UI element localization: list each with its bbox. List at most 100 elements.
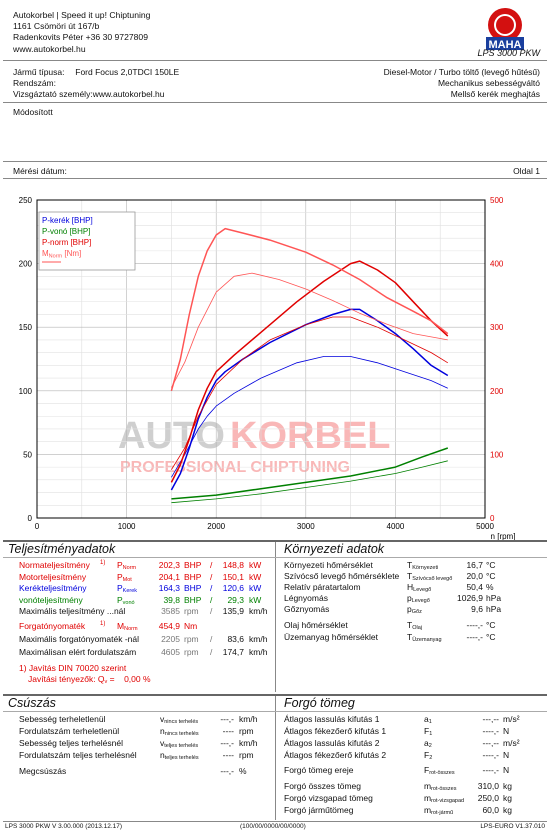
symbol-sub: 2 <box>428 743 432 749</box>
symbol-main: p <box>407 593 412 603</box>
footer-center: (100/00/0000/00/0000) <box>240 823 306 830</box>
symbol-sub: Gőz <box>411 609 422 615</box>
address-line: 1161 Csömöri út 167/b <box>13 21 100 32</box>
env-row-symbol: pLevegő <box>407 593 430 607</box>
results-divider <box>3 540 547 542</box>
legend-entry: P-vonó [BHP] <box>42 227 90 236</box>
y-left-tick-label: 50 <box>23 450 32 459</box>
din-note: 1) Javítás DIN 70020 szerint <box>19 663 127 673</box>
symbol-main: F <box>424 765 430 775</box>
correction-note-text: Javítási tényezők: Q <box>28 674 105 684</box>
correction-note-sub: v <box>104 679 108 685</box>
perf-row-label: Maximális teljesítmény ...nál <box>19 606 126 616</box>
footer-divider <box>3 821 547 822</box>
perf-row-unit2: km/h <box>249 634 268 644</box>
mass-row-value: ---,-- <box>482 738 499 748</box>
inspector: Vizsgáztató személy:www.autokorbel.hu <box>13 89 165 99</box>
symbol-main: m <box>424 793 432 803</box>
slip-title: Csúszás <box>8 696 56 710</box>
slip-row-unit: rpm <box>239 726 254 736</box>
slip-row-symbol: nnincs terhelés <box>160 726 199 740</box>
series-line <box>171 316 449 470</box>
symbol-main: T <box>407 632 413 642</box>
slip-row-symbol: vnincs terhelés <box>160 714 198 728</box>
series-line <box>170 227 449 392</box>
series-line <box>171 460 448 504</box>
drive-type: Mellső kerék meghajtás <box>450 89 540 99</box>
mass-row-unit: N <box>503 750 510 760</box>
env-row-unit: hPa <box>486 604 502 614</box>
symbol-sub: Levegő <box>411 598 430 604</box>
symbol-main: T <box>407 620 413 630</box>
series-line <box>171 272 448 388</box>
perf-row-value1: 2205 <box>161 634 180 644</box>
perf-row-value2: 150,1 <box>222 571 244 582</box>
perf-row-value1: 4605 <box>161 647 180 657</box>
env-row-unit: hPa <box>486 593 502 603</box>
slip-row-value: ---,- <box>220 738 234 748</box>
slip-title-rule <box>3 711 547 712</box>
perf-row-value2: 29,3 <box>227 594 244 605</box>
perf-row-unit2: kW <box>249 594 262 605</box>
symbol-main: m <box>424 781 432 791</box>
slip-row-value: ---- <box>222 750 234 760</box>
series-line <box>170 308 449 491</box>
mass-row-label: Átlagos lassulás kifutás 1 <box>284 714 380 724</box>
x-tick-label: 5000 <box>476 522 494 531</box>
perf-row-unit2: kW <box>249 583 262 593</box>
env-row-value: 20,0 <box>466 571 483 581</box>
perf-row-unit2: km/h <box>249 606 268 616</box>
mass-row-value: 60,0 <box>482 805 499 815</box>
symbol-sub: teljes terhelés <box>164 755 199 761</box>
symbol-main: a <box>424 714 429 724</box>
y-right-tick-label: 500 <box>490 196 504 205</box>
symbol-sub: 2 <box>429 755 433 761</box>
symbol-sub: nincs terhelés <box>164 731 199 737</box>
legend-entry: P-norm [BHP] <box>42 238 91 247</box>
symbol-main: p <box>407 604 412 614</box>
perf-row-symbol: PMot <box>117 572 132 586</box>
legend-entry-sub: Norm <box>49 254 63 260</box>
symbol-sub: rot-összes <box>431 786 457 792</box>
y-right-tick-label: 200 <box>490 387 504 396</box>
mass-row-symbol: a2 <box>424 738 432 752</box>
perf-row-value2: 120,6 <box>222 583 244 593</box>
env-row-unit: °C <box>486 560 496 570</box>
y-right-tick-label: 100 <box>490 450 504 459</box>
perf-row-value2: 135,9 <box>222 606 244 616</box>
series-line <box>171 356 448 478</box>
perf-row-value2: 83,6 <box>227 634 244 644</box>
perf-row-unit2: kW <box>249 560 262 570</box>
env-row-unit: °C <box>486 620 496 630</box>
perf-row-label: Motorteljesítmény <box>19 571 87 582</box>
symbol-main: H <box>407 582 414 592</box>
env-row-symbol: TKörnyezeti <box>407 560 438 574</box>
perf-row-unit2: kW <box>249 571 262 582</box>
mass-row-label: Átlagos lassulás kifutás 2 <box>284 738 380 748</box>
symbol-sub: vonó <box>122 599 135 606</box>
symbol-sub: Levegő <box>413 587 432 593</box>
mass-row-unit: N <box>503 765 510 775</box>
env-row-value: 1026,9 <box>457 593 483 603</box>
mass-row-symbol: a1 <box>424 714 432 728</box>
note-divider <box>3 161 547 162</box>
mass-row-label: Forgó vizsgapad tömeg <box>284 793 373 803</box>
perf-row-label: vonóteljesítmény <box>19 594 83 605</box>
perf-row-unit1: BHP <box>184 560 202 570</box>
perf-row-unit1: rpm <box>184 634 199 644</box>
mass-row-unit: N <box>503 726 510 736</box>
slip-row-symbol: nteljes terhelés <box>160 750 199 764</box>
date-divider <box>3 178 547 179</box>
env-row-label: Olaj hőmérséklet <box>284 620 348 630</box>
chart-legend: P-kerék [BHP] P-vonó [BHP] P-norm [BHP] MNo… <box>38 211 136 271</box>
env-row-value: 16,7 <box>466 560 483 570</box>
address-line: www.autokorbel.hu <box>13 43 86 54</box>
symbol-main: F <box>424 750 430 760</box>
measurement-date: Mérési dátum: <box>13 166 67 176</box>
mass-row-symbol: mrot-jármű <box>424 805 453 819</box>
perf-title-rule <box>3 557 547 558</box>
perf-row-unit1: BHP <box>184 571 202 582</box>
env-row-label: Gőznyomás <box>284 604 330 614</box>
perf-row-symbol: PNorm <box>117 560 136 574</box>
mass-row-symbol: Frot-összes <box>424 765 455 779</box>
